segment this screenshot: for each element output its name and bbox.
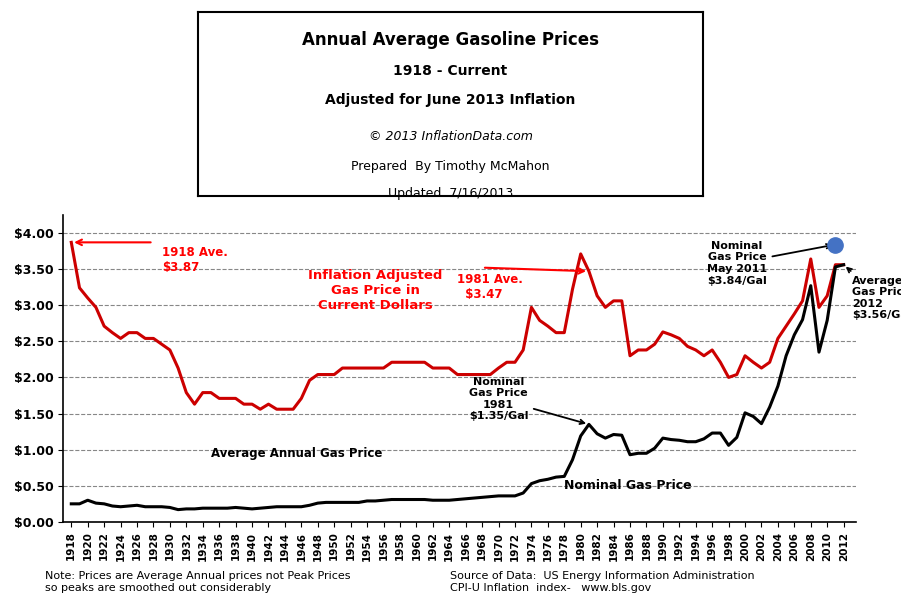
Text: Average
Gas Price
2012
$3.56/Gal: Average Gas Price 2012 $3.56/Gal bbox=[847, 268, 901, 321]
Text: Adjusted for June 2013 Inflation: Adjusted for June 2013 Inflation bbox=[325, 93, 576, 107]
Text: Inflation Adjusted
Gas Price in
Current Dollars: Inflation Adjusted Gas Price in Current … bbox=[308, 270, 442, 313]
Text: © 2013 InflationData.com: © 2013 InflationData.com bbox=[369, 130, 532, 143]
Text: Updated  7/16/2013: Updated 7/16/2013 bbox=[387, 187, 514, 200]
Text: Note: Prices are Average Annual prices not Peak Prices
so peaks are smoothed out: Note: Prices are Average Annual prices n… bbox=[45, 571, 350, 593]
Text: Prepared  By Timothy McMahon: Prepared By Timothy McMahon bbox=[351, 160, 550, 173]
Text: Average Annual Gas Price: Average Annual Gas Price bbox=[211, 447, 382, 460]
Text: Nominal Gas Price: Nominal Gas Price bbox=[564, 480, 692, 492]
Text: 1918 Ave.
$3.87: 1918 Ave. $3.87 bbox=[161, 246, 228, 274]
Text: Note: Prices are Average Annual prices: Note: Prices are Average Annual prices bbox=[45, 571, 266, 581]
Text: Nominal
Gas Price
May 2011
$3.84/Gal: Nominal Gas Price May 2011 $3.84/Gal bbox=[706, 241, 831, 286]
Text: 1918 - Current: 1918 - Current bbox=[394, 64, 507, 78]
Text: Source of Data:  US Energy Information Administration
CPI-U Inflation  index-   : Source of Data: US Energy Information Ad… bbox=[450, 571, 755, 593]
Text: 1981 Ave.
  $3.47: 1981 Ave. $3.47 bbox=[458, 273, 523, 301]
Text: Annual Average Gasoline Prices: Annual Average Gasoline Prices bbox=[302, 31, 599, 49]
Text: Nominal
Gas Price
1981
$1.35/Gal: Nominal Gas Price 1981 $1.35/Gal bbox=[469, 376, 585, 424]
